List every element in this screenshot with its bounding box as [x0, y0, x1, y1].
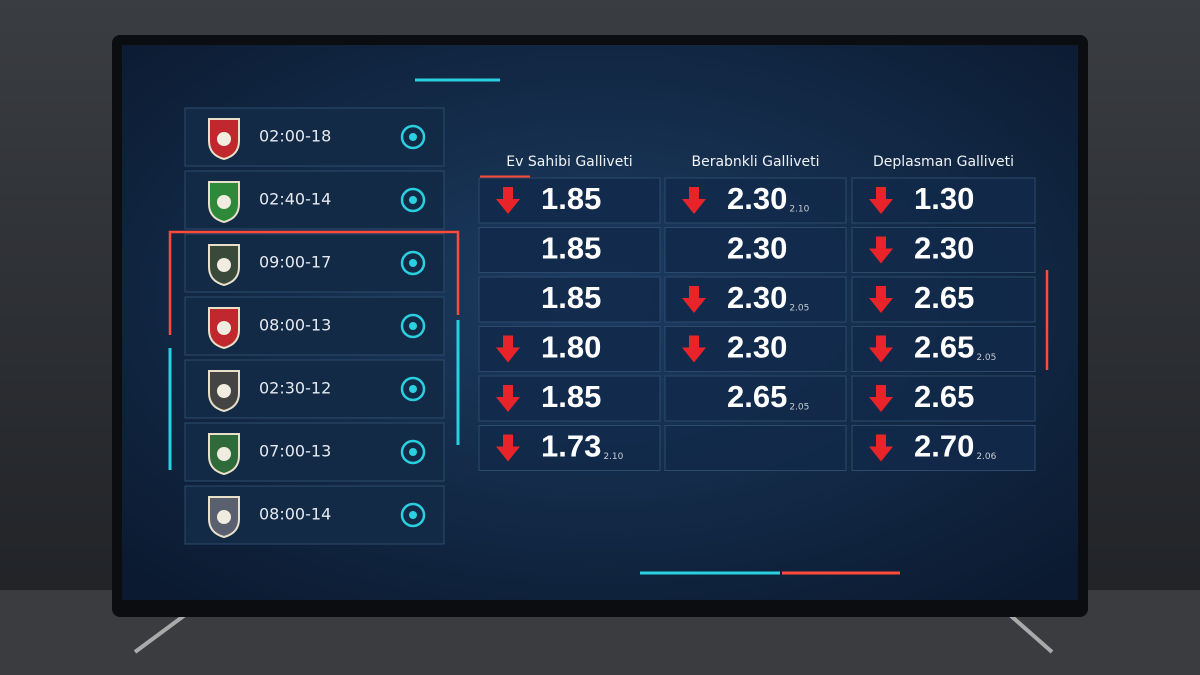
odds-value: 2.30	[914, 231, 974, 266]
odds-value: 2.30	[727, 330, 787, 365]
refresh-icon-dot	[409, 196, 417, 204]
down-arrow	[869, 286, 893, 313]
odds-value: 2.30	[727, 280, 787, 315]
odds-value: 1.85	[541, 379, 601, 414]
refresh-icon	[400, 250, 426, 276]
accent	[168, 230, 460, 335]
odds-value: 1.85	[541, 231, 601, 266]
refresh-icon	[400, 439, 426, 465]
team-crest-center	[217, 384, 231, 398]
down-arrow	[682, 286, 706, 313]
refresh-icon-dot	[409, 448, 417, 456]
odds-value: 1.85	[541, 280, 601, 315]
odds-value: 1.30	[914, 181, 974, 216]
refresh-icon	[400, 376, 426, 402]
column-header: Berabnkli Galliveti	[691, 154, 819, 170]
down-arrow	[496, 187, 520, 214]
match-time: 02:30-12	[259, 379, 331, 398]
match-time: 08:00-14	[259, 505, 331, 524]
stand-right	[1008, 613, 1054, 654]
odds-previous: 2.05	[789, 304, 809, 314]
odds-previous: 2.06	[976, 452, 996, 462]
refresh-icon	[400, 313, 426, 339]
down-arrow	[682, 187, 706, 214]
match-time: 09:00-17	[259, 253, 331, 272]
refresh-icon-dot	[409, 133, 417, 141]
team-crest-center	[217, 195, 231, 209]
team-crest-center	[217, 321, 231, 335]
odds-value: 1.85	[541, 181, 601, 216]
down-arrow	[869, 434, 893, 462]
down-arrow	[869, 385, 893, 412]
refresh-icon-dot	[409, 259, 417, 267]
column-header: Deplasman Galliveti	[873, 154, 1014, 170]
match-time: 02:00-18	[259, 127, 331, 146]
team-crest-center	[217, 258, 231, 272]
down-arrow	[869, 335, 893, 363]
odds-value: 2.65	[727, 379, 787, 414]
team-crest-center	[217, 447, 231, 461]
team-crest-center	[217, 510, 231, 524]
odds-value: 2.65	[914, 379, 974, 414]
match-time: 02:40-14	[259, 190, 331, 209]
odds-cell	[664, 425, 847, 471]
match-time: 08:00-13	[259, 316, 331, 335]
down-arrow	[682, 335, 706, 363]
refresh-icon	[400, 187, 426, 213]
match-time: 07:00-13	[259, 442, 331, 461]
stand-left	[133, 613, 187, 654]
odds-previous: 2.10	[789, 205, 809, 215]
odds-value: 2.30	[727, 231, 787, 266]
odds-cell	[478, 227, 661, 273]
odds-previous: 2.05	[976, 353, 996, 363]
odds-value: 2.65	[914, 330, 974, 365]
refresh-icon-dot	[409, 322, 417, 330]
odds-cell	[478, 276, 661, 323]
down-arrow	[869, 187, 893, 214]
down-arrow	[496, 434, 520, 462]
odds-value: 2.65	[914, 280, 974, 315]
refresh-icon	[400, 124, 426, 150]
odds-value: 1.73	[541, 429, 601, 464]
odds-cell	[664, 227, 847, 273]
column-header: Ev Sahibi Galliveti	[506, 154, 632, 170]
odds-previous: 2.05	[789, 403, 809, 413]
refresh-icon	[400, 502, 426, 528]
refresh-icon-dot	[409, 511, 417, 519]
refresh-icon-dot	[409, 385, 417, 393]
down-arrow	[869, 236, 893, 264]
down-arrow	[496, 385, 520, 412]
team-crest-center	[217, 132, 231, 146]
odds-value: 2.70	[914, 429, 974, 464]
odds-cell	[664, 375, 847, 422]
odds-value: 1.80	[541, 330, 601, 365]
down-arrow	[496, 335, 520, 363]
odds-value: 2.30	[727, 181, 787, 216]
odds-previous: 2.10	[603, 452, 623, 462]
